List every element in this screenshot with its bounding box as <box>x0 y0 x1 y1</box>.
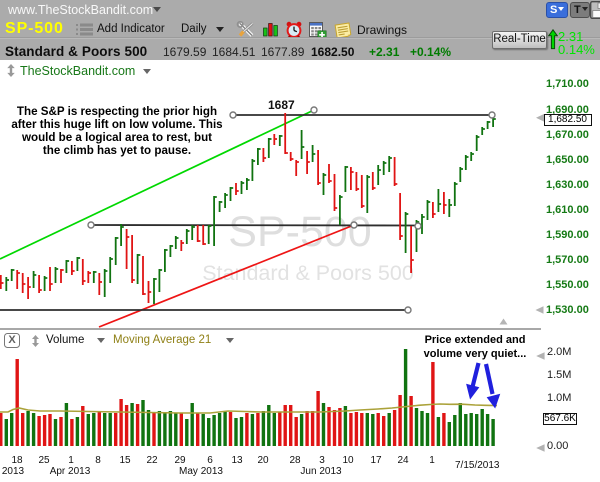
svg-text:Standard & Poors 500: Standard & Poors 500 <box>202 261 414 285</box>
svg-text:1687: 1687 <box>268 98 295 112</box>
svg-text:SP-500: SP-500 <box>228 208 371 256</box>
